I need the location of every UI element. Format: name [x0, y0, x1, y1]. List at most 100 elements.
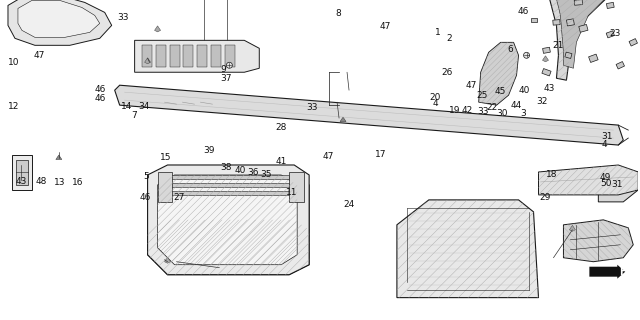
Text: FR.: FR. [620, 267, 637, 277]
Polygon shape [164, 191, 289, 195]
Polygon shape [198, 45, 207, 67]
Text: 41: 41 [276, 157, 287, 166]
Text: 17: 17 [375, 150, 387, 159]
Text: 8: 8 [335, 9, 341, 18]
Polygon shape [479, 42, 518, 105]
Polygon shape [629, 39, 637, 46]
Polygon shape [565, 52, 572, 59]
Text: 25: 25 [477, 91, 488, 100]
Text: 42: 42 [461, 106, 473, 115]
Text: 31: 31 [611, 180, 623, 189]
Polygon shape [606, 31, 614, 38]
Polygon shape [542, 68, 551, 76]
Polygon shape [531, 18, 536, 22]
Polygon shape [56, 155, 62, 159]
Text: 37: 37 [220, 74, 232, 83]
Polygon shape [294, 175, 309, 230]
Polygon shape [141, 45, 152, 67]
Text: 1: 1 [435, 28, 440, 37]
Text: 14: 14 [121, 102, 132, 111]
Polygon shape [397, 200, 538, 298]
Text: 43: 43 [16, 177, 28, 186]
Polygon shape [563, 220, 633, 262]
Polygon shape [543, 47, 550, 53]
Polygon shape [134, 40, 259, 72]
Text: 20: 20 [429, 93, 441, 102]
Polygon shape [12, 155, 32, 190]
Polygon shape [148, 220, 309, 275]
Text: 50: 50 [600, 180, 611, 188]
Polygon shape [145, 58, 150, 64]
Text: 38: 38 [220, 163, 232, 172]
Polygon shape [155, 26, 161, 32]
Text: 26: 26 [441, 68, 452, 77]
Polygon shape [566, 19, 574, 26]
Text: 32: 32 [536, 97, 547, 107]
Polygon shape [157, 172, 172, 202]
Polygon shape [164, 175, 289, 179]
Text: 31: 31 [601, 132, 612, 140]
Polygon shape [589, 54, 598, 62]
Text: 36: 36 [248, 168, 259, 177]
Text: 46: 46 [518, 7, 529, 16]
Text: 44: 44 [511, 101, 522, 110]
Text: 19: 19 [449, 106, 460, 115]
Text: 46: 46 [95, 85, 106, 94]
Text: 33: 33 [307, 103, 318, 112]
Text: 47: 47 [323, 152, 333, 161]
Text: 39: 39 [203, 146, 214, 155]
Polygon shape [164, 183, 289, 187]
Polygon shape [164, 257, 170, 263]
Text: 11: 11 [286, 188, 298, 197]
Polygon shape [607, 2, 614, 9]
Text: 13: 13 [54, 179, 66, 188]
Text: 15: 15 [159, 153, 171, 162]
Text: 40: 40 [235, 166, 246, 175]
Polygon shape [211, 45, 221, 67]
Polygon shape [538, 165, 638, 195]
Polygon shape [8, 0, 112, 45]
Text: 7: 7 [131, 111, 137, 120]
Text: 45: 45 [495, 87, 506, 96]
Text: 16: 16 [72, 179, 83, 188]
Text: 18: 18 [546, 170, 557, 179]
Text: 10: 10 [8, 58, 20, 67]
Text: 12: 12 [8, 102, 20, 111]
Polygon shape [170, 45, 179, 67]
Polygon shape [616, 61, 625, 69]
Polygon shape [289, 172, 304, 202]
Text: 27: 27 [173, 193, 185, 202]
Polygon shape [148, 165, 309, 275]
Text: 35: 35 [260, 170, 272, 179]
Polygon shape [115, 85, 623, 145]
Text: 9: 9 [220, 65, 226, 74]
Text: 2: 2 [447, 34, 452, 43]
Text: 6: 6 [508, 45, 513, 54]
Polygon shape [543, 56, 548, 62]
Polygon shape [156, 45, 166, 67]
Text: 47: 47 [380, 22, 391, 31]
Polygon shape [225, 45, 236, 67]
Text: 28: 28 [276, 123, 287, 132]
Text: 47: 47 [33, 51, 45, 60]
Text: 47: 47 [466, 82, 477, 91]
Circle shape [524, 52, 529, 58]
Circle shape [227, 62, 232, 68]
Text: 46: 46 [95, 94, 106, 103]
Text: 24: 24 [344, 200, 355, 209]
Text: 3: 3 [520, 109, 526, 118]
Polygon shape [598, 172, 638, 202]
FancyArrow shape [589, 265, 625, 279]
Polygon shape [157, 175, 297, 265]
Text: 30: 30 [497, 109, 508, 118]
Text: 33: 33 [477, 107, 489, 116]
Text: 49: 49 [600, 173, 611, 182]
Text: 5: 5 [143, 172, 149, 181]
Polygon shape [184, 45, 193, 67]
Polygon shape [574, 0, 582, 5]
Polygon shape [16, 160, 28, 185]
Text: 4: 4 [433, 99, 438, 108]
Text: 21: 21 [552, 41, 563, 50]
Text: 33: 33 [116, 13, 128, 22]
Polygon shape [553, 20, 560, 25]
